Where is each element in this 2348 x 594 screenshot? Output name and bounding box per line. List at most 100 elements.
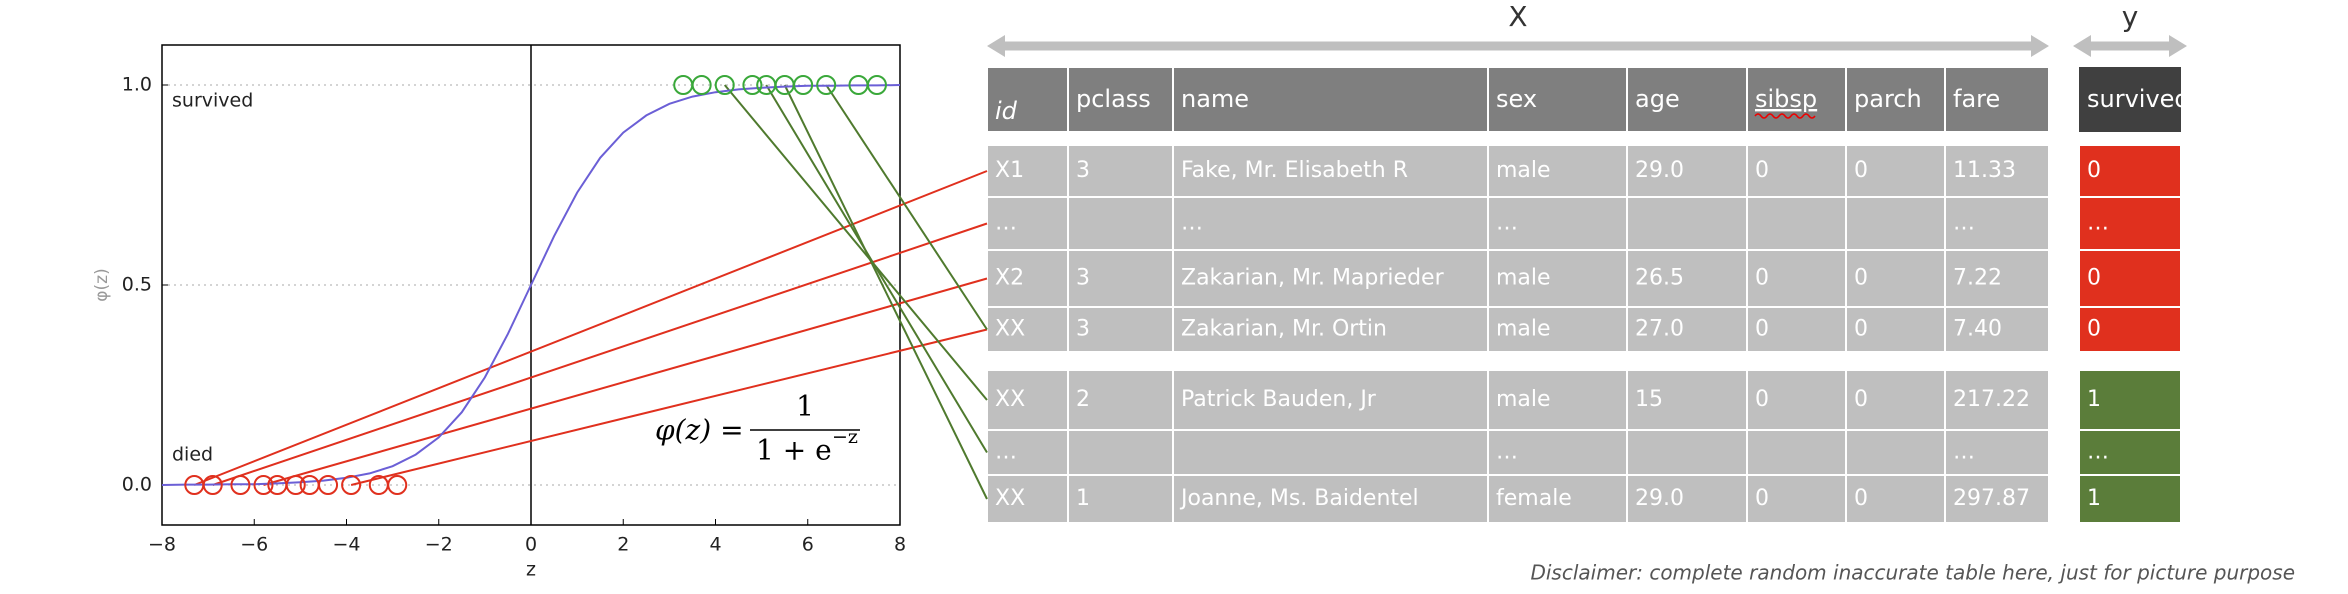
- formula-lhs: φ(z) =: [655, 414, 744, 447]
- table-cell: [1487, 369, 1628, 431]
- x-axis-label: z: [526, 559, 536, 581]
- sigmoid-line: [161, 84, 901, 486]
- x-tick-label: 0: [525, 534, 537, 556]
- cell-text: 3: [1076, 266, 1090, 291]
- table-cell: [1845, 369, 1946, 431]
- x-tick-label: 4: [709, 534, 721, 556]
- x-tick-label: −8: [148, 534, 176, 556]
- target-text: …: [2087, 440, 2109, 465]
- target-text: …: [2087, 211, 2109, 236]
- cell-text: 217.22: [1953, 387, 2030, 412]
- target-text: 0: [2087, 317, 2101, 342]
- table-cell: [986, 249, 1069, 308]
- column-header: pclass: [1076, 85, 1151, 113]
- point: [673, 75, 694, 95]
- table-cell: [1845, 474, 1946, 524]
- table-cell: [1487, 196, 1628, 251]
- table-cell: [1487, 474, 1628, 524]
- table-cell: [1626, 306, 1748, 353]
- column-header: sibsp: [1755, 85, 1817, 113]
- table-cell: [1487, 306, 1628, 353]
- cell-text: 3: [1076, 317, 1090, 342]
- cell-text: …: [1953, 440, 1975, 465]
- table-cell: [1746, 369, 1847, 431]
- cell-text: male: [1496, 266, 1551, 291]
- table-cell: [1746, 429, 1847, 476]
- header-cell: [1487, 66, 1628, 133]
- table-cell: [1944, 429, 2050, 476]
- table-cell: [1944, 306, 2050, 353]
- point: [318, 475, 339, 495]
- cell-text: …: [1496, 440, 1518, 465]
- table-cell: [1626, 144, 1748, 198]
- column-header: fare: [1953, 85, 2000, 113]
- header-cell: [1746, 66, 1847, 133]
- cell-text: 29.0: [1635, 158, 1684, 183]
- cell-text: Joanne, Ms. Baidentel: [1179, 486, 1419, 511]
- table-cell: [1172, 306, 1489, 353]
- annotation: died: [172, 444, 213, 466]
- table-cell: [986, 369, 1069, 431]
- point: [341, 475, 362, 495]
- formula-exponent: −z: [832, 426, 858, 448]
- table-cell: [1172, 369, 1489, 431]
- connector: [825, 84, 988, 331]
- cell-text: 0: [1854, 486, 1868, 511]
- spell-squiggle: [1754, 113, 1816, 119]
- cell-text: X2: [995, 266, 1024, 291]
- column-header: parch: [1854, 85, 1922, 113]
- cell-text: 26.5: [1635, 266, 1684, 291]
- cell-text: female: [1496, 486, 1572, 511]
- cell-text: …: [1953, 211, 1975, 236]
- connector: [193, 170, 988, 486]
- table-cell: [1067, 474, 1174, 524]
- table-cell: [1944, 196, 2050, 251]
- header-cell: [1626, 66, 1748, 133]
- header-cell: [986, 66, 1069, 133]
- table-cell: [1626, 429, 1748, 476]
- table-cell: [1172, 474, 1489, 524]
- table-cell: [1746, 196, 1847, 251]
- cell-text: …: [1496, 211, 1518, 236]
- x-tick-label: −6: [240, 534, 268, 556]
- cell-text: Zakarian, Mr. Maprieder: [1181, 266, 1445, 291]
- cell-text: …: [995, 211, 1017, 236]
- table-cell: [1067, 369, 1174, 431]
- column-header: name: [1181, 85, 1249, 113]
- connector: [263, 277, 988, 486]
- cell-text: 0: [1854, 158, 1868, 183]
- point: [714, 75, 735, 95]
- cell-text: 0: [1854, 266, 1868, 291]
- target-cell: [2078, 474, 2182, 524]
- point: [691, 75, 712, 95]
- table-cell: [1172, 196, 1489, 251]
- table-cell: [1944, 474, 2050, 524]
- point: [285, 475, 306, 495]
- y-label: y: [2122, 0, 2139, 33]
- disclaimer: Disclaimer: complete random inaccurate t…: [1530, 561, 2295, 585]
- point: [816, 75, 837, 95]
- table-cell: [1626, 249, 1748, 308]
- cell-text: 11.33: [1953, 158, 2016, 183]
- table-cell: [1845, 196, 1946, 251]
- table-cell: [1487, 429, 1628, 476]
- y-tick-label: 0.5: [122, 274, 152, 296]
- target-text: 1: [2087, 486, 2101, 511]
- table-cell: [1487, 144, 1628, 198]
- x-arrow-head: [987, 35, 1005, 57]
- x-tick-label: 2: [617, 534, 629, 556]
- column-header: age: [1635, 85, 1680, 113]
- cell-text: X1: [995, 158, 1024, 183]
- cell-text: 297.87: [1953, 486, 2030, 511]
- cell-text: XX: [995, 387, 1025, 412]
- cell-text: 0: [1755, 266, 1769, 291]
- cell-text: 3: [1076, 158, 1090, 183]
- column-header: sex: [1496, 85, 1537, 113]
- cell-text: 7.40: [1953, 317, 2002, 342]
- annotation: survived: [172, 90, 253, 112]
- target-cell: [2078, 369, 2182, 431]
- x-tick-label: −4: [332, 534, 360, 556]
- table-cell: [1067, 196, 1174, 251]
- cell-text: male: [1496, 317, 1551, 342]
- cell-text: 0: [1755, 317, 1769, 342]
